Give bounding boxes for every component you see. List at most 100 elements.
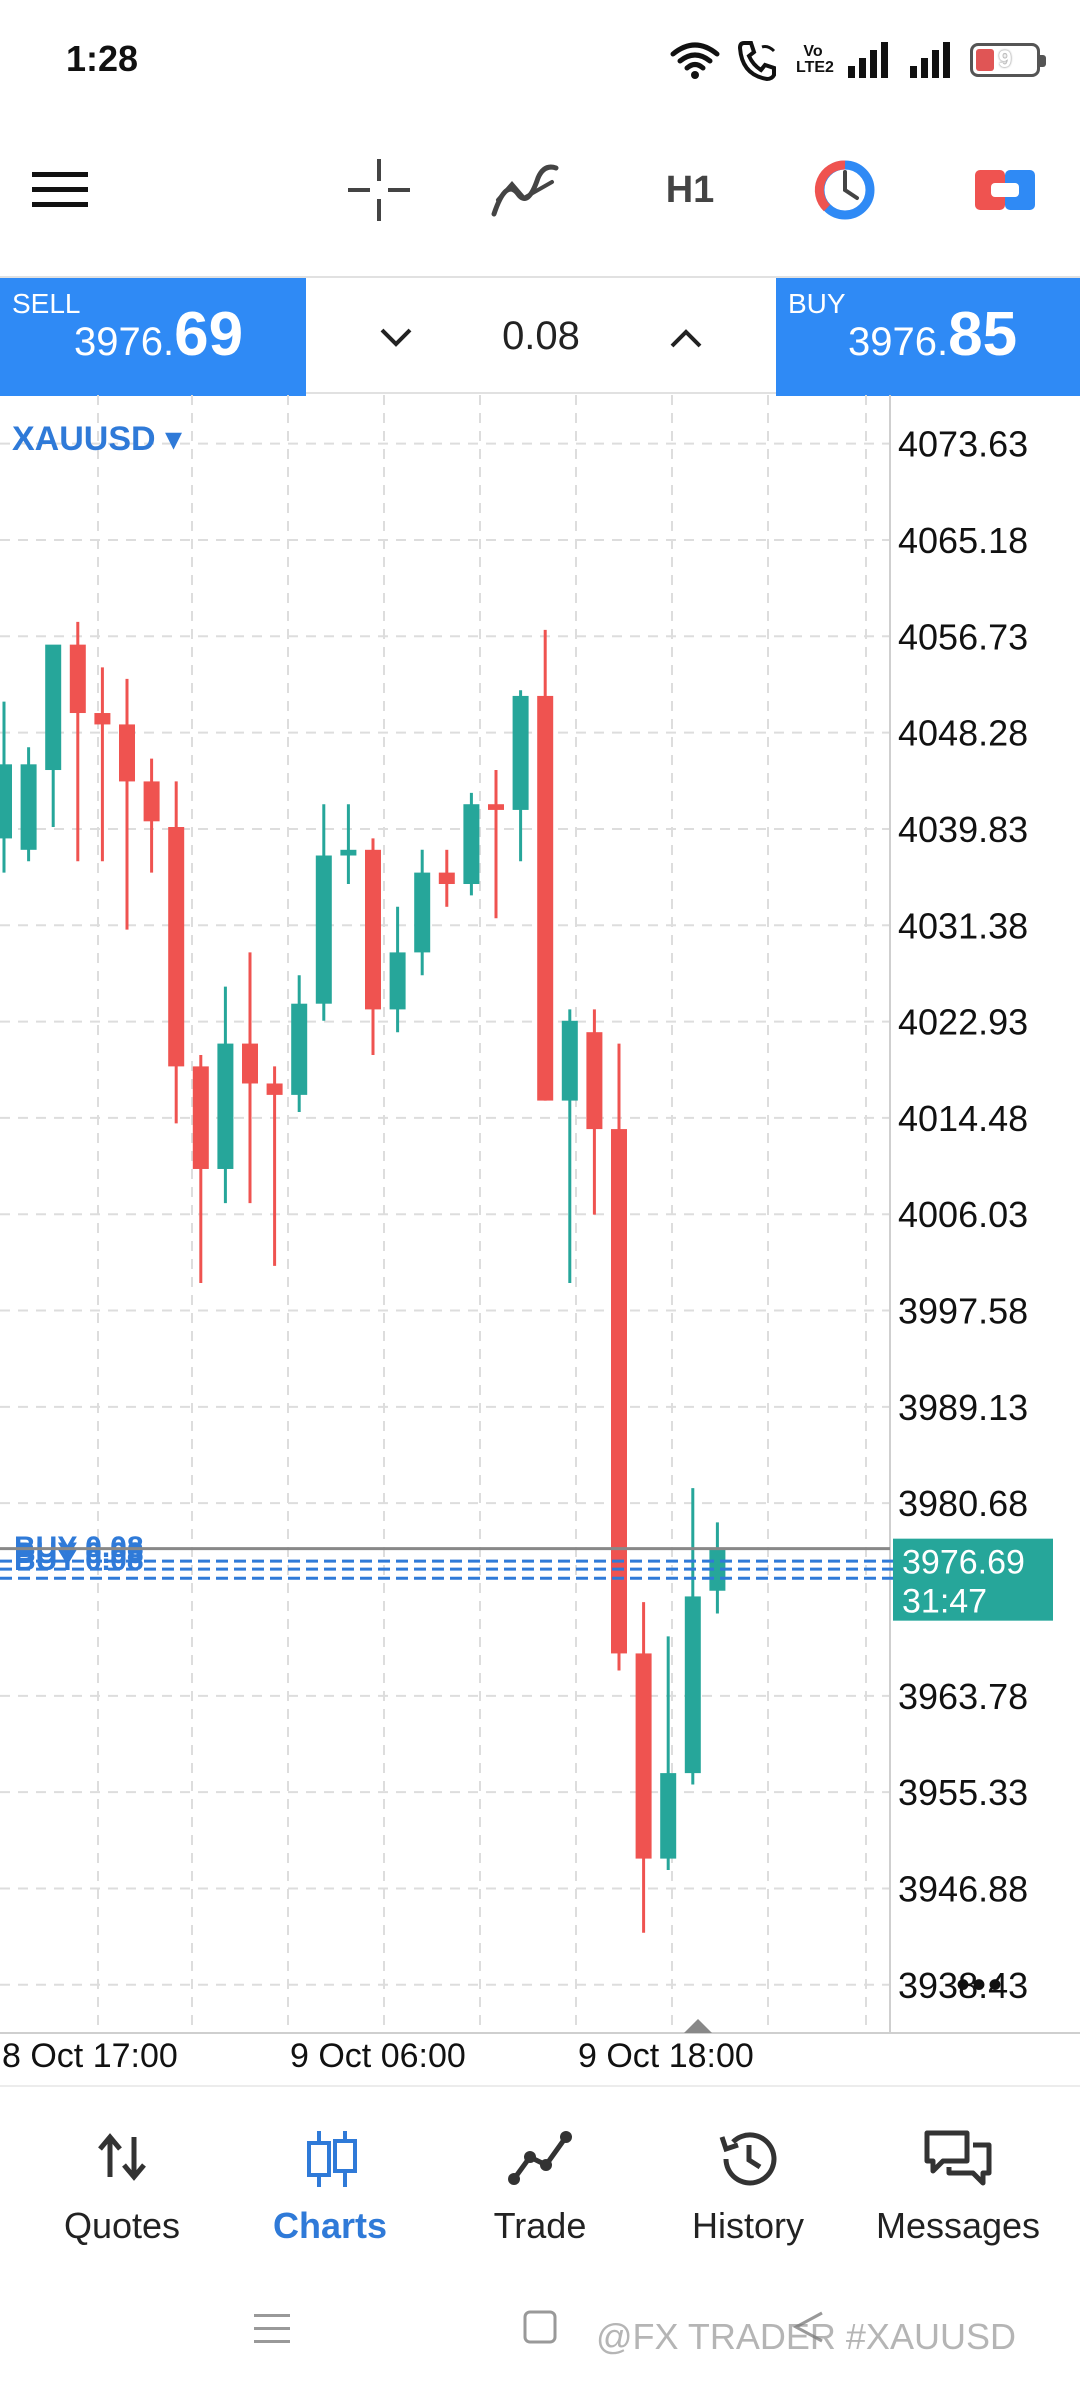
buy-button[interactable]: BUY 3976.85	[776, 278, 1080, 396]
candle-body	[512, 695, 529, 810]
battery-level: 9	[998, 46, 1012, 73]
y-tick-label: 3946.88	[898, 1868, 1028, 1909]
menu-button[interactable]	[20, 130, 100, 250]
buy-label: BUY	[788, 288, 846, 319]
candle-body	[611, 1129, 627, 1654]
candle-body	[635, 1653, 652, 1859]
indicators-icon	[491, 164, 559, 217]
volte-icon: Vo LTE2	[796, 43, 834, 76]
chart-toolbar: H1	[0, 130, 1080, 250]
candle-body	[192, 1066, 209, 1169]
trade-bar: SELL 3976.69 0.08 BUY 3976.85	[0, 276, 1080, 396]
timeframe-button[interactable]: H1	[640, 130, 740, 250]
one-click-trading-button[interactable]	[800, 130, 890, 250]
lot-decrease-button[interactable]	[366, 308, 426, 368]
candle-body	[242, 1043, 258, 1084]
y-tick-label: 4039.83	[898, 809, 1028, 850]
candle-body	[266, 1083, 283, 1095]
nav-trade-label: Trade	[493, 2205, 587, 2246]
candle-body	[94, 713, 111, 725]
messages-icon	[924, 2130, 992, 2186]
chevron-up-icon	[670, 329, 702, 348]
sell-price: 3976.69	[74, 300, 244, 369]
candlestick-chart[interactable]: 4073.63 4065.18 4056.73 4048.28 4039.83 4031.…	[0, 395, 1080, 2085]
y-tick-label: 3997.58	[898, 1291, 1028, 1332]
lot-size-value[interactable]: 0.08	[502, 314, 580, 358]
candle-body	[438, 872, 455, 885]
position-label: BUY 0.08	[14, 1537, 144, 1570]
current-price-tag	[893, 1538, 1053, 1621]
nav-messages-label: Messages	[875, 2205, 1041, 2246]
candle-body	[340, 849, 357, 856]
nav-history-label: History	[691, 2205, 804, 2246]
chart-style-button[interactable]	[960, 130, 1050, 250]
bottom-navigation: Quotes Charts Trade	[0, 2085, 1080, 2255]
wifi-icon	[670, 42, 720, 79]
crosshair-icon	[348, 159, 410, 221]
y-tick-label: 4014.48	[898, 1098, 1028, 1139]
scroll-marker-icon	[684, 2019, 712, 2033]
y-tick-label: 3955.33	[898, 1772, 1028, 1813]
lot-increase-button[interactable]	[656, 308, 716, 368]
signal-icon	[848, 42, 888, 78]
charts-icon	[307, 2131, 357, 2187]
candle-body	[709, 1548, 726, 1591]
candle-body	[69, 644, 86, 714]
nav-charts-label: Charts	[272, 2205, 388, 2246]
y-tick-label: 3938.43	[898, 1965, 1028, 2006]
candle-body	[389, 952, 406, 1010]
nav-quotes[interactable]: Quotes	[14, 2087, 230, 2257]
nav-messages[interactable]: Messages	[850, 2087, 1066, 2257]
bar-countdown-label: 31:47	[902, 1583, 987, 1621]
candle-body	[561, 1020, 578, 1101]
status-bar: 1:28 Vo LTE2 9	[0, 0, 1080, 120]
crosshair-button[interactable]	[334, 130, 424, 250]
sell-label: SELL	[12, 288, 81, 319]
nav-quotes-label: Quotes	[63, 2205, 181, 2246]
trade-icon	[508, 2131, 572, 2185]
more-options-icon[interactable]: •••	[956, 1963, 1005, 2007]
symbol-selector[interactable]: XAUUSD ▾	[12, 420, 183, 458]
watermark-text: @FX TRADER #XAUUSD	[596, 2316, 1016, 2357]
sell-button[interactable]: SELL 3976.69	[0, 278, 306, 396]
candle-body	[315, 855, 332, 1004]
indicators-button[interactable]	[490, 130, 560, 250]
y-tick-label: 4022.93	[898, 1002, 1028, 1043]
y-tick-label: 3980.68	[898, 1483, 1028, 1524]
recents-icon[interactable]	[252, 2311, 292, 2347]
y-tick-label: 4006.03	[898, 1194, 1028, 1235]
status-time: 1:28	[66, 38, 139, 79]
nav-charts[interactable]: Charts	[222, 2087, 438, 2257]
y-tick-label: 4073.63	[898, 424, 1028, 465]
chevron-down-icon	[380, 328, 412, 347]
wifi-calling-icon	[737, 41, 776, 81]
candle-body	[143, 781, 160, 822]
back-icon[interactable]	[790, 2309, 826, 2345]
chart-area[interactable]: 4073.63 4065.18 4056.73 4048.28 4039.83 4031.…	[0, 395, 1080, 2085]
y-tick-label: 4065.18	[898, 520, 1028, 561]
lot-size-control: 0.08	[306, 278, 776, 396]
timeframe-label: H1	[665, 168, 715, 211]
nav-history[interactable]: History	[640, 2087, 856, 2257]
x-tick-label: 9 Oct 06:00	[290, 2037, 466, 2075]
y-tick-label: 4056.73	[898, 616, 1028, 657]
candle-body	[660, 1773, 677, 1859]
one-click-trading-icon	[814, 160, 875, 220]
candle-body	[586, 1032, 603, 1130]
current-price-label: 3976.69	[902, 1544, 1025, 1582]
home-icon[interactable]	[522, 2309, 558, 2345]
menu-icon	[32, 172, 88, 207]
status-icons: Vo LTE2 9	[670, 36, 1046, 84]
candle-body	[45, 644, 62, 771]
history-icon	[719, 2132, 777, 2186]
buy-price: 3976.85	[848, 300, 1018, 369]
signal-icon-2	[910, 42, 950, 78]
candle-body	[488, 804, 504, 810]
candle-body	[119, 724, 135, 782]
nav-trade[interactable]: Trade	[432, 2087, 648, 2257]
y-tick-label: 4031.38	[898, 905, 1028, 946]
chart-style-icon	[975, 170, 1035, 210]
candle-body	[217, 1043, 234, 1169]
candle-body	[20, 764, 37, 850]
candle-body	[0, 764, 12, 839]
